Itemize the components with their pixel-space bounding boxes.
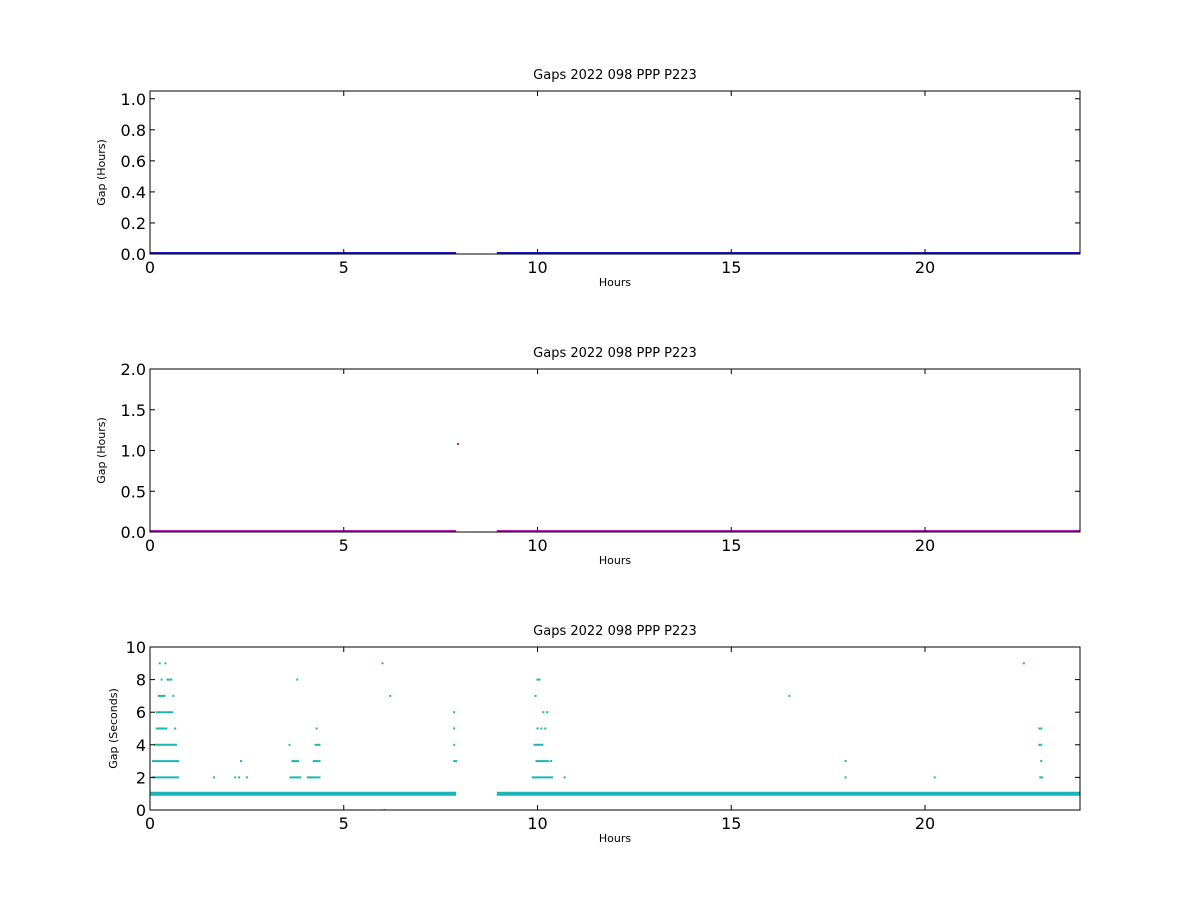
data-point xyxy=(164,662,167,665)
chart-panel-2: 0 5 10 15 20 0.0 0.5 1.0 1.5 2.0 Gaps 2022 098 PPP… xyxy=(95,346,1081,567)
data-point xyxy=(315,727,318,730)
data-point xyxy=(240,760,243,763)
chart-title: Gaps 2022 098 PPP P223 xyxy=(533,68,697,83)
axes-frame xyxy=(149,90,1081,255)
y-tick-label: 1.0 xyxy=(121,90,146,109)
x-tick-label: 10 xyxy=(527,814,547,833)
data-point xyxy=(536,678,539,681)
data-point xyxy=(1022,662,1025,665)
y-tick-label: 0.2 xyxy=(121,214,146,233)
axes-frame xyxy=(149,646,1081,811)
data-point xyxy=(453,760,456,763)
data-point xyxy=(168,678,171,681)
data-point xyxy=(1038,743,1041,746)
data-point xyxy=(1040,760,1043,763)
y-axis-label: Gap (Hours) xyxy=(95,139,108,206)
data-point xyxy=(546,711,549,714)
x-tick-label: 0 xyxy=(145,814,155,833)
y-axis-label: Gap (Seconds) xyxy=(107,688,120,769)
x-tick-label: 5 xyxy=(339,536,349,555)
plot-area xyxy=(150,662,1080,810)
x-tick-label: 0 xyxy=(145,258,155,277)
data-point xyxy=(166,678,169,681)
x-tick-label: 5 xyxy=(339,258,349,277)
data-point xyxy=(550,760,553,763)
x-axis-label: Hours xyxy=(599,276,631,289)
y-tick-label: 0.6 xyxy=(121,152,146,171)
plot-area xyxy=(150,442,1080,532)
y-tick-label: 0.4 xyxy=(121,183,146,202)
y-axis-label: Gap (Hours) xyxy=(95,417,108,484)
y-tick-label: 0.0 xyxy=(121,245,146,264)
data-point xyxy=(453,711,456,714)
y-tick-label: 0.8 xyxy=(121,121,146,140)
data-point xyxy=(563,776,566,779)
data-point xyxy=(158,662,161,665)
data-point xyxy=(453,727,456,730)
y-tick-label: 8 xyxy=(136,671,146,690)
chart-panel-1: 0 5 10 15 20 0.0 0.2 0.4 0.6 0.8 1.0 Gaps 2022 098 … xyxy=(95,68,1081,289)
data-point xyxy=(234,776,237,779)
chart-panel-3: 0 5 10 15 20 0 2 4 6 8 10 Gaps 2022 098 PPP P223 Hou… xyxy=(107,624,1081,845)
chart-title: Gaps 2022 098 PPP P223 xyxy=(533,346,697,361)
data-point xyxy=(844,760,847,763)
data-point xyxy=(381,662,384,665)
data-point xyxy=(389,694,392,697)
data-point xyxy=(457,442,460,445)
x-axis-label: Hours xyxy=(599,832,631,845)
y-tick-label: 10 xyxy=(126,638,146,657)
data-point xyxy=(536,727,539,730)
data-point xyxy=(238,776,241,779)
y-tick-label: 1.0 xyxy=(121,442,146,461)
x-tick-label: 20 xyxy=(915,536,935,555)
x-tick-label: 20 xyxy=(915,814,935,833)
x-tick-label: 10 xyxy=(527,536,547,555)
x-axis-label: Hours xyxy=(599,554,631,567)
x-tick-label: 20 xyxy=(915,258,935,277)
data-point xyxy=(538,678,541,681)
data-point xyxy=(540,727,543,730)
y-tick-label: 0.0 xyxy=(121,523,146,542)
data-point xyxy=(296,678,299,681)
y-tick-label: 6 xyxy=(136,703,146,722)
data-point xyxy=(788,694,791,697)
data-point xyxy=(160,678,163,681)
data-point xyxy=(542,711,545,714)
y-tick-label: 0 xyxy=(136,801,146,820)
data-point xyxy=(174,727,177,730)
data-point xyxy=(453,743,456,746)
data-point xyxy=(172,694,175,697)
data-point xyxy=(455,760,458,763)
y-tick-label: 1.5 xyxy=(121,401,146,420)
y-tick-label: 4 xyxy=(136,736,146,755)
y-tick-label: 2.0 xyxy=(121,360,146,379)
x-tick-label: 15 xyxy=(721,536,741,555)
data-point xyxy=(212,776,215,779)
data-point xyxy=(544,727,547,730)
data-point xyxy=(170,678,173,681)
data-point xyxy=(1040,743,1043,746)
data-point xyxy=(933,776,936,779)
data-point xyxy=(288,743,291,746)
x-tick-label: 5 xyxy=(339,814,349,833)
y-tick-label: 0.5 xyxy=(121,482,146,501)
data-point xyxy=(1038,727,1041,730)
data-point xyxy=(844,776,847,779)
chart-title: Gaps 2022 098 PPP P223 xyxy=(533,624,697,639)
x-tick-label: 10 xyxy=(527,258,547,277)
data-point xyxy=(1040,727,1043,730)
axes-frame xyxy=(149,368,1081,533)
y-tick-label: 2 xyxy=(136,768,146,787)
x-tick-label: 15 xyxy=(721,814,741,833)
x-tick-label: 15 xyxy=(721,258,741,277)
x-tick-label: 0 xyxy=(145,536,155,555)
data-point xyxy=(534,694,537,697)
data-point xyxy=(245,776,248,779)
